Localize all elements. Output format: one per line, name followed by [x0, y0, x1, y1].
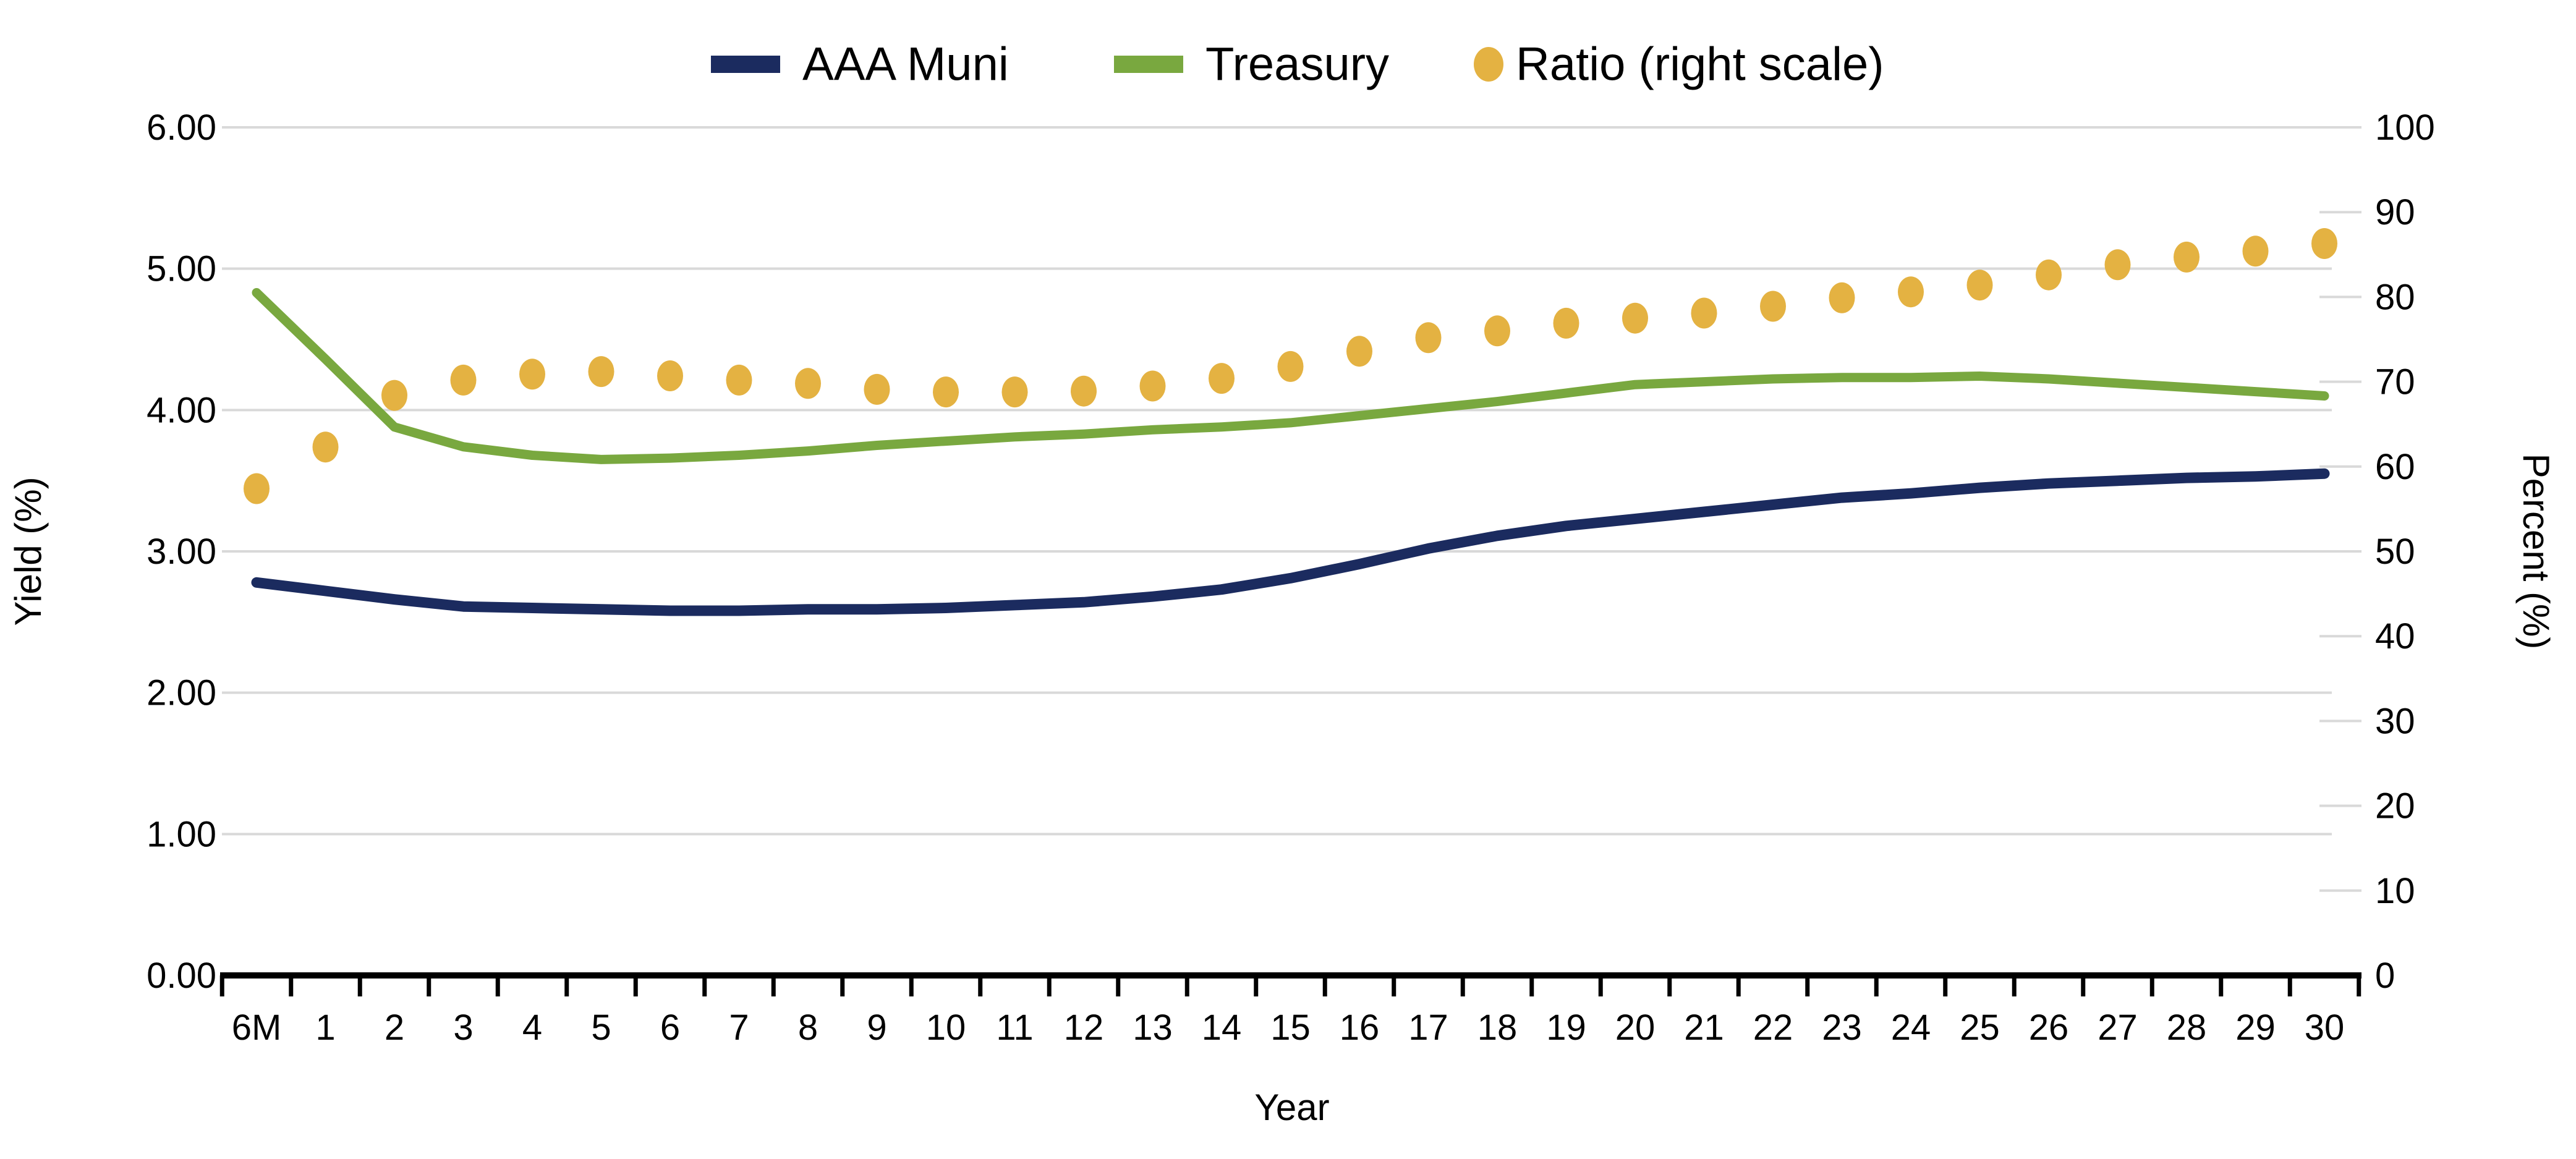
ratio-dot-27	[2104, 249, 2131, 281]
ratio-dot-8	[795, 368, 821, 399]
right-tick-label: 70	[2375, 362, 2415, 402]
x-tick-label: 7	[729, 1008, 749, 1048]
series	[244, 228, 2337, 616]
ratio-dot-7	[726, 364, 752, 396]
ratio-dot-16	[1346, 336, 1372, 367]
ratio-dot-2	[381, 380, 407, 411]
ratio-dot-6M	[244, 473, 270, 504]
series-line-muni	[251, 468, 2330, 616]
x-tick-label: 15	[1270, 1008, 1311, 1048]
ratio-dot-5	[588, 356, 614, 388]
ratio-dot-19	[1553, 307, 1579, 339]
x-tick-label: 6M	[232, 1008, 282, 1048]
ratio-dot-12	[1071, 375, 1097, 407]
ratio-dot-3	[450, 364, 477, 396]
x-tick-label: 19	[1546, 1008, 1586, 1048]
x-axis-title: Year	[1254, 1087, 1329, 1128]
x-tick-label: 17	[1408, 1008, 1448, 1048]
left-tick-label: 0.00	[147, 956, 216, 996]
x-tick-label: 28	[2167, 1008, 2207, 1048]
x-tick-label: 24	[1891, 1008, 1931, 1048]
ratio-dot-24	[1898, 276, 1924, 308]
right-tick-label: 80	[2375, 277, 2415, 317]
left-tick-label: 6.00	[147, 108, 216, 148]
ratio-dot-1	[312, 431, 339, 463]
x-tick-label: 27	[2098, 1008, 2138, 1048]
right-tick-label: 90	[2375, 192, 2415, 232]
right-tick-label: 50	[2375, 532, 2415, 572]
ratio-dot-11	[1001, 376, 1028, 408]
x-tick-label: 12	[1064, 1008, 1104, 1048]
ratio-dot-6	[657, 360, 683, 391]
ratio-dot-30	[2311, 228, 2337, 259]
x-tick-label: 18	[1477, 1008, 1518, 1048]
left-tick-label: 2.00	[147, 673, 216, 713]
right-tick-label: 10	[2375, 871, 2415, 911]
ratio-dot-9	[864, 373, 890, 405]
ratio-dot-10	[933, 376, 959, 408]
x-tick-label: 8	[798, 1008, 818, 1048]
x-tick-label: 20	[1615, 1008, 1656, 1048]
series-line-treasury	[252, 288, 2329, 464]
legend: AAA Muni Treasury Ratio (right scale)	[711, 38, 1884, 91]
left-tick-label: 1.00	[147, 814, 216, 854]
legend-label-ratio: Ratio (right scale)	[1516, 38, 1884, 91]
x-tick-label: 6	[660, 1008, 680, 1048]
x-tick-label: 2	[385, 1008, 404, 1048]
x-tick-label: 22	[1753, 1008, 1793, 1048]
x-axis	[219, 972, 2361, 996]
left-tick-label: 5.00	[147, 249, 216, 289]
ratio-dot-13	[1139, 370, 1166, 402]
gridlines	[222, 126, 2361, 892]
ratio-dot-17	[1415, 322, 1442, 354]
right-tick-label: 40	[2375, 616, 2415, 656]
ratio-dot-20	[1622, 302, 1648, 334]
ratio-dot-28	[2174, 241, 2200, 273]
x-tick-label: 3	[453, 1008, 473, 1048]
x-tick-label: 4	[522, 1008, 542, 1048]
ratio-dot-22	[1760, 291, 1786, 322]
right-tick-label: 0	[2375, 956, 2395, 996]
ratio-dot-25	[1966, 270, 1993, 301]
legend-label-treasury: Treasury	[1205, 38, 1389, 91]
right-tick-label: 100	[2375, 108, 2435, 148]
x-tick-label: 13	[1133, 1008, 1173, 1048]
ratio-dot-14	[1209, 363, 1235, 394]
right-axis-title: Percent (%)	[2515, 454, 2557, 650]
x-tick-label: 23	[1822, 1008, 1862, 1048]
left-axis-title: Yield (%)	[7, 477, 49, 626]
x-tick-label: 25	[1960, 1008, 2000, 1048]
ratio-dot-26	[2036, 259, 2062, 291]
legend-marker-ratio	[1474, 47, 1503, 82]
ratio-dot-18	[1484, 315, 1510, 347]
x-tick-label: 11	[996, 1008, 1033, 1048]
ratio-dot-29	[2242, 236, 2269, 267]
ratio-dot-21	[1691, 297, 1717, 329]
right-tick-label: 60	[2375, 447, 2415, 487]
x-tick-label: 10	[926, 1008, 966, 1048]
x-tick-label: 14	[1202, 1008, 1242, 1048]
x-tick-label: 21	[1684, 1008, 1724, 1048]
x-tick-label: 5	[591, 1008, 611, 1048]
right-tick-label: 20	[2375, 786, 2415, 826]
axis-tick-labels: 0.00 1.00 2.00 3.00 4.00 5.00 6.00 0 10 20 30 40 50 6…	[147, 108, 2435, 1048]
x-tick-label: 26	[2029, 1008, 2069, 1048]
x-tick-label: 1	[315, 1008, 335, 1048]
left-tick-label: 3.00	[147, 532, 216, 572]
x-tick-label: 30	[2305, 1008, 2345, 1048]
ratio-dot-4	[519, 359, 545, 390]
left-tick-label: 4.00	[147, 390, 216, 430]
ratio-dot-23	[1829, 282, 1855, 313]
x-tick-label: 16	[1340, 1008, 1380, 1048]
x-tick-label: 9	[867, 1008, 886, 1048]
x-tick-label: 29	[2235, 1008, 2276, 1048]
ratio-dot-15	[1277, 350, 1304, 382]
right-tick-label: 30	[2375, 701, 2415, 741]
legend-label-aaa-muni: AAA Muni	[802, 38, 1009, 91]
